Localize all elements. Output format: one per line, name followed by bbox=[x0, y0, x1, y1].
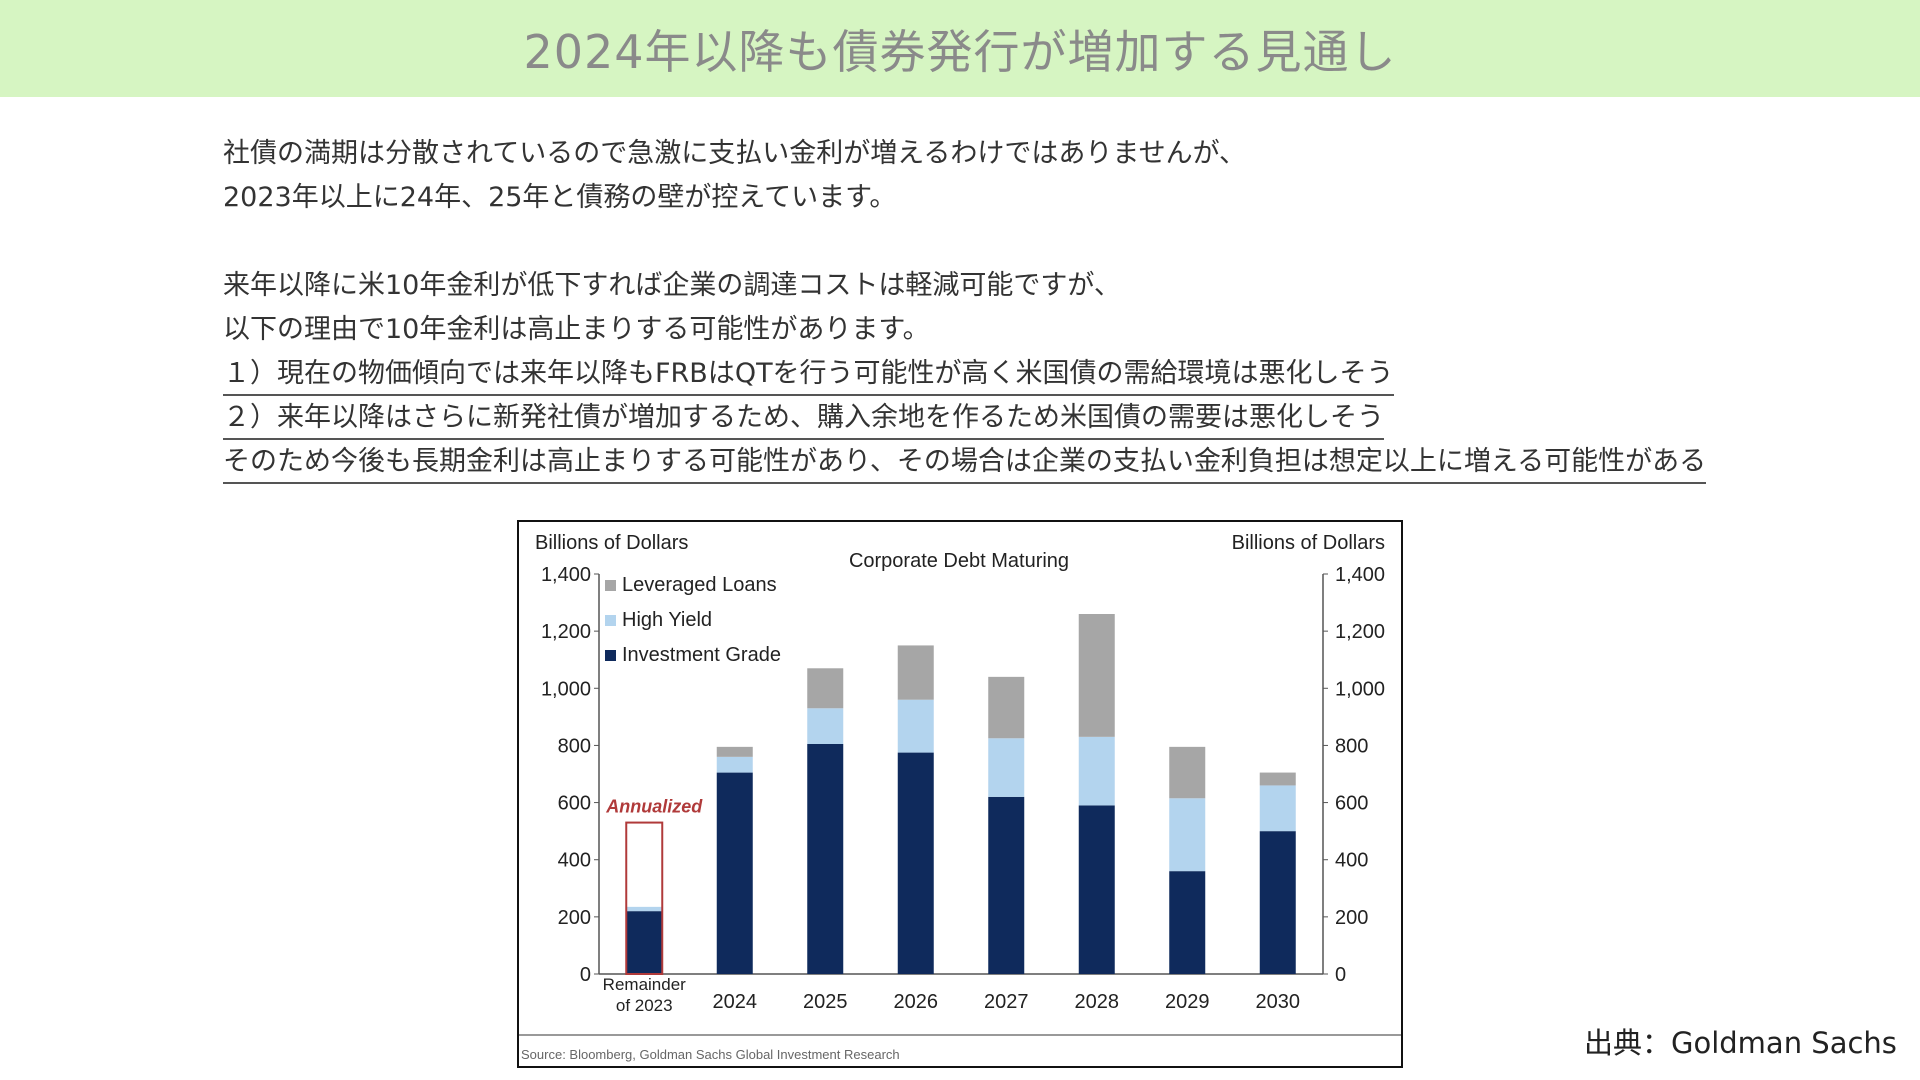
y-tick-label-right: 200 bbox=[1335, 907, 1368, 929]
y-axis-label-left: Billions of Dollars bbox=[535, 532, 688, 554]
x-tick-label: 2029 bbox=[1165, 991, 1210, 1013]
page-title: 2024年以降も債券発行が増加する見通し bbox=[523, 24, 1397, 79]
annualized-label: Annualized bbox=[605, 797, 703, 817]
bar-segment bbox=[716, 746, 753, 757]
bar-segment bbox=[716, 772, 753, 974]
bar-segment bbox=[1078, 614, 1115, 737]
y-tick-label-right: 800 bbox=[1335, 735, 1368, 757]
body-line: 社債の満期は分散されているので急激に支払い金利が増えるわけではありませんが、 bbox=[223, 138, 1247, 169]
bar-segment bbox=[988, 676, 1025, 739]
bar-segment bbox=[807, 708, 844, 744]
reason-line-2: ２）来年以降はさらに新発社債が増加するため、購入余地を作るため米国債の需要は悪化… bbox=[223, 398, 1384, 440]
bar-segment bbox=[897, 699, 934, 753]
y-tick-label-left: 1,200 bbox=[541, 621, 591, 643]
chart-source-note: Source: Bloomberg, Goldman Sachs Global … bbox=[521, 1047, 900, 1062]
bar-segment bbox=[897, 752, 934, 974]
bar-segment bbox=[1169, 798, 1206, 872]
body-line: 以下の理由で10年金利は高止まりする可能性があります。 bbox=[223, 314, 930, 345]
legend-label: Leveraged Loans bbox=[622, 574, 777, 596]
legend-swatch bbox=[605, 615, 616, 626]
chart-title: Corporate Debt Maturing bbox=[849, 550, 1069, 572]
annualized-outline bbox=[625, 821, 664, 976]
bar-segment bbox=[1169, 871, 1206, 974]
source-credit: 出典：Goldman Sachs bbox=[1584, 1026, 1897, 1060]
bar-segment bbox=[1078, 736, 1115, 806]
bar-segment bbox=[807, 744, 844, 974]
y-tick-label-right: 600 bbox=[1335, 793, 1368, 815]
x-tick-label: Remainder bbox=[603, 975, 686, 994]
bar-segment bbox=[1259, 785, 1296, 832]
body-line: 来年以降に米10年金利が低下すれば企業の調達コストは軽減可能ですが、 bbox=[223, 270, 1121, 301]
y-tick-label-left: 400 bbox=[558, 850, 591, 872]
y-tick-label-right: 1,000 bbox=[1335, 678, 1385, 700]
x-tick-label: of 2023 bbox=[616, 996, 673, 1015]
x-tick-label: 2027 bbox=[984, 991, 1029, 1013]
body-line: 2023年以上に24年、25年と債務の壁が控えています。 bbox=[223, 182, 897, 213]
y-tick-label-left: 0 bbox=[580, 964, 591, 986]
bar-segment bbox=[897, 645, 934, 700]
x-tick-label: 2024 bbox=[713, 991, 758, 1013]
bar-segment bbox=[988, 738, 1025, 797]
bar-segment bbox=[1169, 746, 1206, 799]
y-tick-label-right: 1,400 bbox=[1335, 564, 1385, 586]
corporate-debt-chart: 0 0 200 200 400 400 600 600 800 800 1,000 1,000 1,20… bbox=[519, 532, 1401, 1062]
bar-segment bbox=[988, 796, 1025, 974]
bar-segment bbox=[626, 906, 663, 912]
legend-swatch bbox=[605, 650, 616, 661]
x-tick-label: 2028 bbox=[1075, 991, 1120, 1013]
y-tick-label-right: 400 bbox=[1335, 850, 1368, 872]
bar-segment bbox=[1259, 831, 1296, 974]
y-tick-label-left: 200 bbox=[558, 907, 591, 929]
y-axis-label-right: Billions of Dollars bbox=[1232, 532, 1385, 554]
y-tick-label-right: 0 bbox=[1335, 964, 1346, 986]
legend-swatch bbox=[605, 580, 616, 591]
y-tick-label-left: 1,400 bbox=[541, 564, 591, 586]
legend-label: Investment Grade bbox=[622, 644, 781, 666]
bar-segment bbox=[807, 668, 844, 709]
body-text: 社債の満期は分散されているので急激に支払い金利が増えるわけではありませんが、 2… bbox=[223, 132, 1707, 484]
bar-segment bbox=[716, 756, 753, 773]
conclusion-line: そのため今後も長期金利は高止まりする可能性があり、その場合は企業の支払い金利負担… bbox=[223, 442, 1707, 484]
title-banner: 2024年以降も債券発行が増加する見通し bbox=[0, 0, 1920, 97]
y-tick-label-left: 600 bbox=[558, 793, 591, 815]
bar-segment bbox=[1259, 772, 1296, 786]
y-tick-label-left: 800 bbox=[558, 735, 591, 757]
y-tick-label-right: 1,200 bbox=[1335, 621, 1385, 643]
reason-line-1: １）現在の物価傾向では来年以降もFRBはQTを行う可能性が高く米国債の需給環境は… bbox=[223, 354, 1394, 396]
legend-label: High Yield bbox=[622, 609, 712, 631]
x-tick-label: 2030 bbox=[1256, 991, 1301, 1013]
x-tick-label: 2026 bbox=[894, 991, 939, 1013]
bar-segment bbox=[1078, 805, 1115, 974]
y-tick-label-left: 1,000 bbox=[541, 678, 591, 700]
bar-segment bbox=[626, 911, 663, 974]
x-tick-label: 2025 bbox=[803, 991, 848, 1013]
chart-image: 0 0 200 200 400 400 600 600 800 800 1,000 1,000 1,20… bbox=[517, 520, 1403, 1068]
